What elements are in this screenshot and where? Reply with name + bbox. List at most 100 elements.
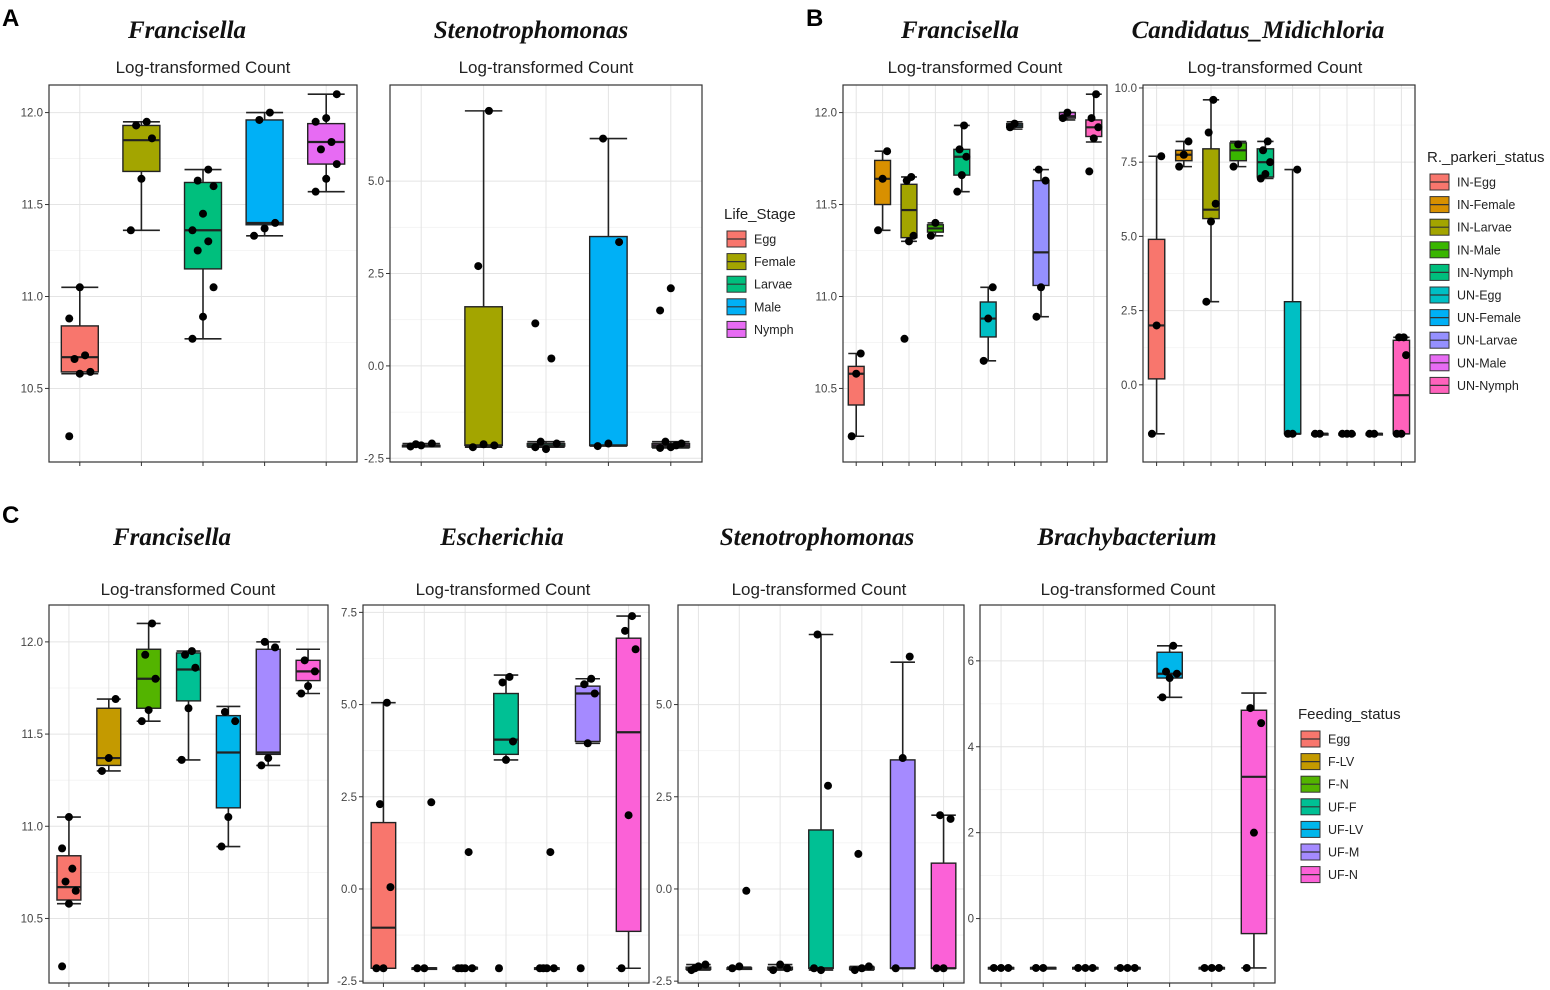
data-point	[111, 695, 120, 704]
data-point	[498, 678, 507, 687]
box-egg	[56, 813, 82, 971]
data-point	[580, 680, 589, 689]
boxplot-chart-5: Francisella Log-transformed Count 10.5 11.0…	[21, 524, 329, 987]
plot-frame	[1142, 84, 1416, 463]
data-point	[199, 209, 207, 218]
box-iqr	[847, 365, 865, 406]
panel-label-b: B	[806, 5, 823, 32]
data-point	[490, 441, 499, 450]
data-point	[505, 672, 514, 681]
data-point	[854, 849, 863, 858]
y-tick-label: 5.0	[656, 700, 672, 712]
data-point	[850, 966, 859, 975]
data-point	[955, 145, 964, 154]
box-uf-f	[808, 630, 834, 975]
data-point	[322, 174, 331, 183]
box-uf-n	[930, 811, 957, 973]
legend-title: R._parkeri_status	[1427, 149, 1545, 166]
box-iqr	[464, 306, 504, 447]
box-un-egg	[979, 283, 997, 365]
data-point	[587, 674, 596, 683]
chart-title: Escherichia	[439, 524, 564, 551]
box-iqr	[183, 181, 223, 270]
data-point	[735, 962, 744, 971]
data-point	[204, 237, 213, 246]
box-f-lv	[411, 798, 438, 973]
data-point	[957, 171, 966, 180]
chart-title: Francisella	[127, 17, 246, 44]
data-point	[1081, 963, 1090, 972]
chart-subtitle: Log-transformed Count	[101, 580, 276, 599]
box-iqr	[930, 862, 957, 969]
chart-subtitle: Log-transformed Count	[1188, 58, 1363, 77]
data-point	[1399, 333, 1408, 342]
data-point	[137, 717, 146, 726]
legend-label: UN-Egg	[1457, 289, 1502, 303]
data-point	[327, 138, 336, 147]
data-point	[962, 152, 971, 161]
data-point	[1039, 963, 1048, 972]
data-point	[141, 650, 150, 659]
data-point	[142, 117, 151, 126]
data-point	[332, 160, 341, 169]
data-point	[1229, 162, 1238, 171]
boxplot-chart-2: Stenotrophomonas Log-transformed Count -2.…	[364, 17, 703, 466]
data-point	[58, 844, 67, 853]
box-uf-m	[255, 637, 281, 770]
data-point	[1347, 429, 1356, 438]
box-un-larvae	[1338, 429, 1356, 438]
data-point	[65, 314, 74, 323]
data-point	[907, 172, 916, 181]
data-point	[1204, 128, 1213, 137]
legend-title: Life_Stage	[724, 206, 796, 223]
data-point	[413, 964, 422, 973]
data-point	[847, 432, 856, 441]
box-f-lv	[726, 886, 753, 973]
plot-frame	[48, 84, 358, 463]
legend-label: Female	[754, 255, 796, 269]
plot-frame	[362, 604, 650, 984]
legend-label: Nymph	[754, 323, 794, 337]
box-uf-m	[1198, 963, 1226, 972]
data-point	[1089, 134, 1098, 143]
data-point	[824, 781, 833, 790]
data-point	[604, 439, 613, 448]
data-point	[382, 698, 391, 707]
box-egg	[401, 439, 441, 451]
data-point	[427, 439, 436, 448]
data-point	[375, 800, 384, 809]
data-point	[311, 117, 320, 126]
data-point	[217, 842, 226, 851]
data-point	[656, 443, 665, 452]
data-point	[209, 283, 218, 292]
data-point	[58, 962, 67, 971]
y-tick-label: 0	[968, 914, 974, 926]
box-female	[122, 117, 161, 235]
y-tick-label: 0.0	[341, 884, 357, 896]
data-point	[621, 626, 630, 635]
data-point	[809, 964, 818, 973]
data-point	[1207, 963, 1216, 972]
data-point	[260, 224, 269, 233]
y-tick-label: 2	[968, 828, 974, 840]
y-tick-label: 12.0	[21, 108, 43, 120]
data-point	[126, 226, 135, 235]
data-point	[1116, 963, 1125, 972]
box-in-nymph	[1256, 137, 1275, 183]
data-point	[549, 964, 558, 973]
data-point	[926, 231, 935, 240]
box-in-female	[1174, 137, 1193, 171]
legend-label: UF-M	[1328, 846, 1359, 860]
data-point	[220, 707, 229, 716]
y-tick-label: 2.5	[368, 269, 384, 281]
box-male	[245, 108, 284, 240]
y-tick-label: 10.5	[21, 383, 43, 395]
chart-title: Candidatus_Midichloria	[1132, 17, 1385, 44]
data-point	[997, 963, 1006, 972]
legend-label: UF-F	[1328, 800, 1357, 814]
data-point	[900, 334, 909, 343]
box-iqr	[60, 325, 99, 373]
legend-life-stage: Life_Stage Egg Female Larvae Male Nymph	[724, 206, 796, 338]
data-point	[310, 667, 319, 676]
y-tick-label: 11.0	[815, 291, 837, 303]
